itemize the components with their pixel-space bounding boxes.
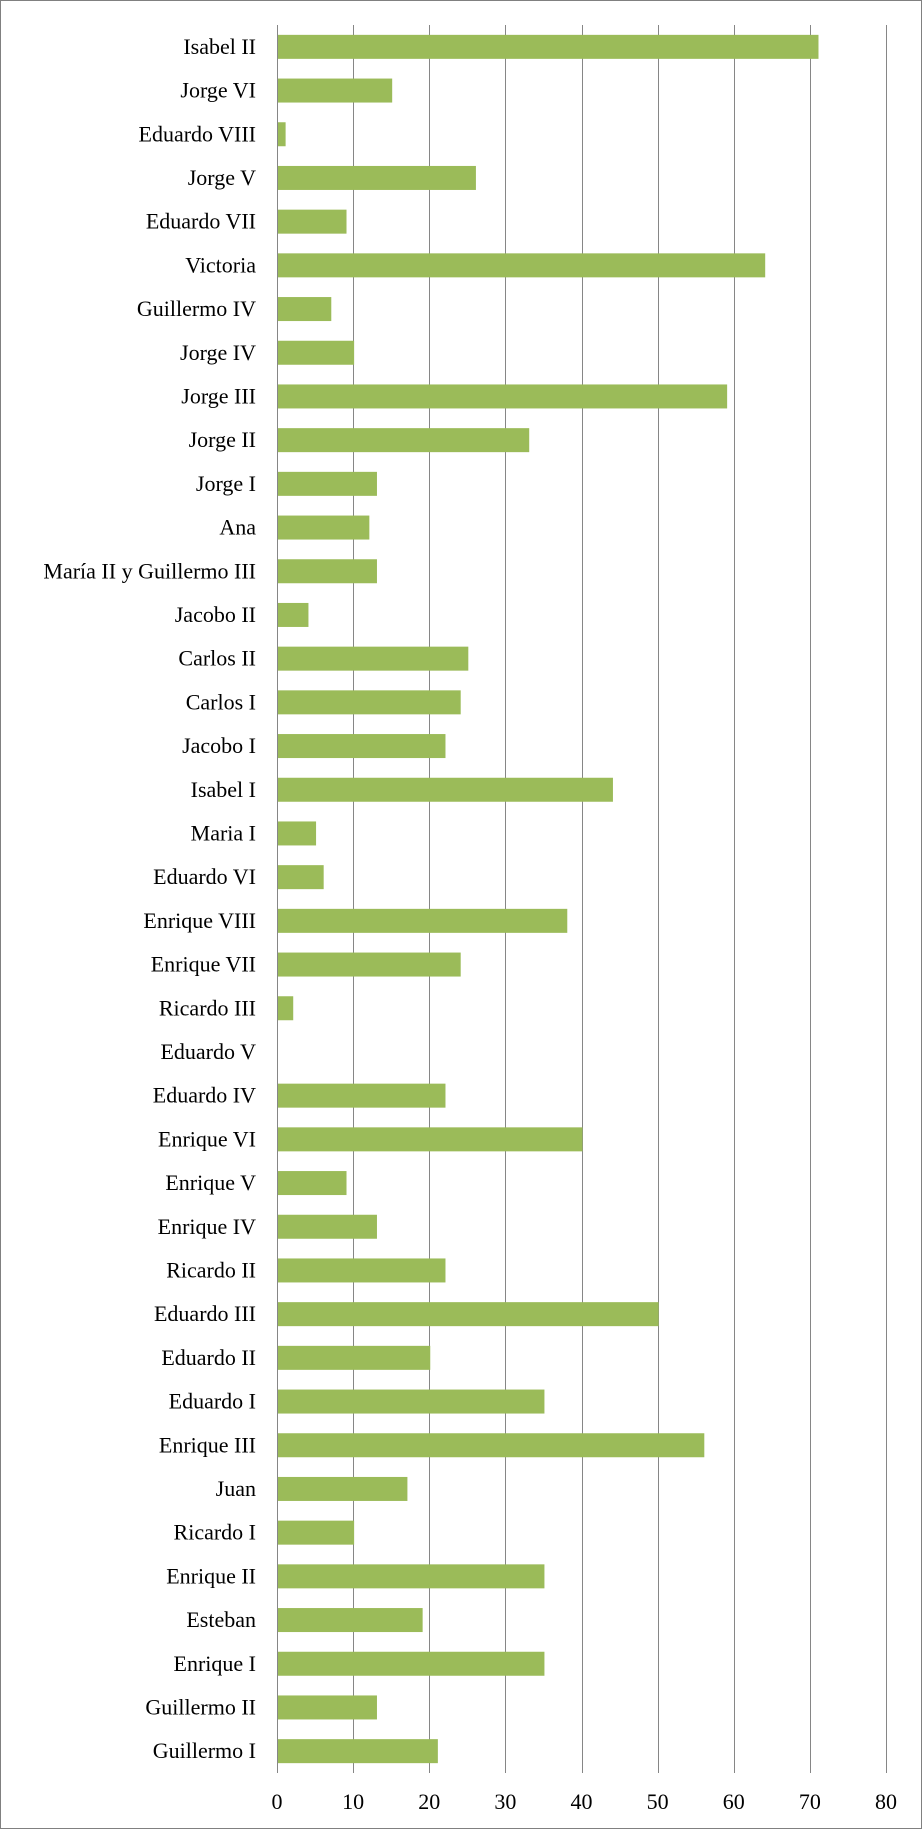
bar — [278, 777, 613, 802]
category-label: Maria I — [191, 820, 256, 845]
category-label: Jorge VI — [180, 78, 256, 103]
category-label: Enrique I — [174, 1651, 256, 1676]
category-label: Enrique VI — [158, 1126, 256, 1151]
category-label: Ricardo II — [166, 1257, 256, 1282]
category-label: Victoria — [185, 252, 256, 277]
bar — [278, 602, 309, 627]
category-label: Enrique V — [165, 1170, 256, 1195]
bar — [278, 340, 355, 365]
bar — [278, 559, 377, 584]
category-labels: Isabel II Jorge VI Eduardo VIII Jorge V Edua… — [43, 34, 256, 1763]
category-label: Enrique VII — [151, 952, 256, 977]
bar — [278, 646, 469, 671]
category-label: Guillermo I — [153, 1738, 256, 1763]
bar — [278, 1171, 347, 1196]
category-label: Isabel II — [183, 34, 256, 59]
category-label: Eduardo VI — [153, 864, 256, 889]
category-label: Eduardo V — [160, 1039, 256, 1064]
bar — [278, 384, 728, 409]
category-label: Isabel I — [191, 777, 256, 802]
bar — [278, 734, 446, 759]
x-tick-label: 60 — [723, 1789, 745, 1814]
x-tick-label: 40 — [571, 1789, 593, 1814]
x-tick-label: 50 — [647, 1789, 669, 1814]
bar — [278, 515, 370, 540]
bar — [278, 1345, 431, 1370]
category-label: Ricardo III — [159, 995, 256, 1020]
bar — [278, 1302, 659, 1327]
bar — [278, 908, 568, 933]
category-label: Carlos II — [178, 646, 256, 671]
x-tick-label: 0 — [272, 1789, 283, 1814]
bar — [278, 690, 461, 715]
category-label: Eduardo IV — [153, 1083, 256, 1108]
category-label: Juan — [216, 1476, 256, 1501]
bar — [278, 428, 530, 453]
category-label: Enrique II — [166, 1563, 256, 1588]
gridlines — [277, 25, 887, 1773]
category-label: Jacobo I — [182, 733, 256, 758]
x-tick-label: 70 — [799, 1789, 821, 1814]
bar — [278, 1564, 545, 1589]
category-label: Jacobo II — [175, 602, 256, 627]
bar — [278, 1127, 583, 1152]
category-label: Ana — [219, 515, 256, 540]
x-axis-tick-labels: 0 10 20 30 40 50 60 70 80 — [272, 1789, 898, 1814]
bar — [278, 1214, 377, 1239]
x-tick-label: 10 — [342, 1789, 364, 1814]
bar — [278, 952, 461, 977]
category-label: Eduardo I — [169, 1389, 256, 1414]
category-label: Jorge II — [189, 427, 256, 452]
bar — [278, 1695, 377, 1720]
category-label: Jorge I — [196, 471, 256, 496]
x-tick-label: 80 — [875, 1789, 897, 1814]
x-tick-label: 30 — [494, 1789, 516, 1814]
bar — [278, 1520, 355, 1545]
bar — [278, 1651, 545, 1676]
bar — [278, 1608, 423, 1633]
x-tick-label: 20 — [418, 1789, 440, 1814]
bar — [278, 1476, 408, 1501]
category-label: María II y Guillermo III — [43, 558, 256, 583]
bar — [278, 1433, 705, 1458]
bar — [278, 471, 377, 496]
bar — [278, 1739, 438, 1764]
category-label: Eduardo II — [161, 1345, 256, 1370]
category-label: Esteban — [186, 1607, 256, 1632]
category-label: Carlos I — [186, 689, 256, 714]
category-label: Guillermo IV — [137, 296, 256, 321]
bar — [278, 253, 766, 278]
bar — [278, 1389, 545, 1414]
category-label: Enrique III — [159, 1432, 256, 1457]
bar — [278, 1258, 446, 1283]
category-label: Enrique VIII — [143, 908, 256, 933]
category-label: Jorge III — [181, 383, 256, 408]
category-label: Eduardo III — [154, 1301, 256, 1326]
bar — [278, 297, 332, 322]
bar — [278, 78, 393, 103]
bars — [278, 34, 819, 1764]
category-label: Guillermo II — [145, 1694, 256, 1719]
bar — [278, 1083, 446, 1108]
bar — [278, 996, 294, 1021]
category-label: Enrique IV — [158, 1214, 256, 1239]
category-label: Eduardo VII — [146, 209, 256, 234]
bar — [278, 165, 476, 190]
bar — [278, 34, 819, 59]
bar — [278, 122, 286, 147]
bar — [278, 821, 317, 846]
bar — [278, 865, 324, 890]
category-label: Ricardo I — [174, 1520, 256, 1545]
bar — [278, 209, 347, 234]
category-label: Jorge V — [188, 165, 256, 190]
category-label: Jorge IV — [180, 340, 256, 365]
category-label: Eduardo VIII — [139, 121, 257, 146]
